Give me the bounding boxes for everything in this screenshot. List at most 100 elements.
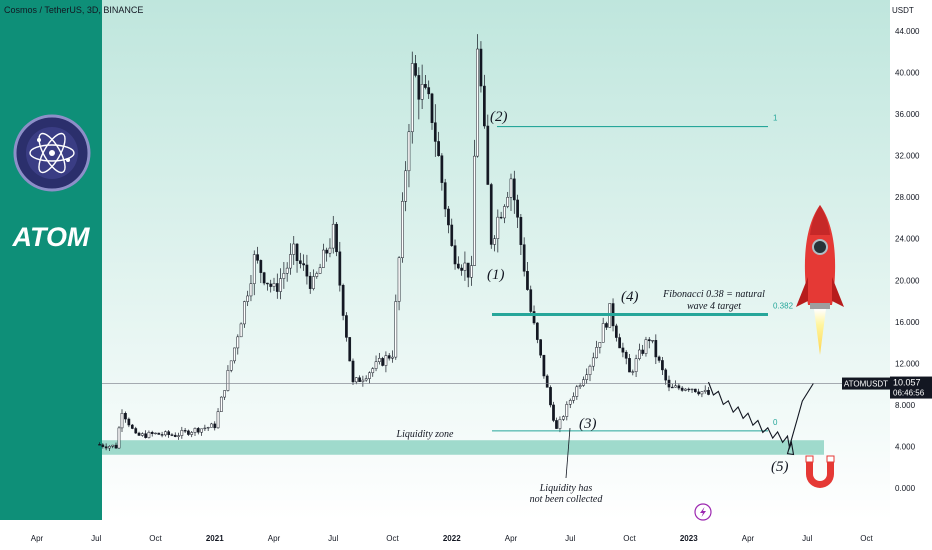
y-tick-label: 24.000 [895, 235, 920, 244]
candle-body [651, 340, 654, 342]
candle-body [216, 411, 220, 429]
candle-body [519, 217, 523, 245]
candle-body [456, 263, 460, 269]
candle-body [114, 444, 118, 449]
candle-body [453, 245, 457, 265]
candle-body [200, 428, 203, 433]
symbol-title: Cosmos / TetherUS, 3D, BINANCE [4, 5, 143, 15]
price-tag-value: 10.057 [893, 378, 921, 388]
candle-body [634, 358, 638, 372]
candle-body [338, 251, 342, 286]
candle-body [703, 389, 707, 392]
y-tick-label: 40.000 [895, 69, 920, 78]
candle-body [470, 265, 473, 278]
x-tick-label: Jul [802, 534, 812, 543]
candle-body [522, 244, 526, 272]
candle-body [140, 433, 144, 436]
plot-background [102, 0, 890, 520]
candle-body [147, 432, 151, 438]
candle-body [272, 283, 276, 287]
candle-body [549, 387, 552, 406]
candle-body [315, 273, 319, 277]
candle-body [605, 323, 608, 328]
price-tag-symbol: ATOMUSDT [844, 380, 888, 389]
candle-body [124, 413, 127, 420]
candle-body [295, 243, 299, 261]
candle-body [348, 337, 352, 362]
candle-body [246, 295, 250, 302]
fib-note-line2: wave 4 target [687, 301, 741, 312]
candle-body [427, 87, 431, 95]
candle-body [312, 276, 315, 289]
candle-body [697, 391, 700, 395]
cosmos-atom-icon [13, 114, 91, 192]
candle-body [164, 431, 167, 436]
candle-body [203, 427, 207, 430]
candle-body [595, 347, 598, 359]
candle-body [243, 301, 246, 325]
candle-body [266, 282, 269, 285]
candle-body [565, 404, 569, 417]
candle-body [414, 63, 417, 76]
candle-body [476, 48, 479, 157]
candle-body [401, 201, 404, 258]
candle-body [483, 85, 486, 127]
candle-body [101, 444, 105, 447]
candle-body [558, 419, 562, 429]
candle-body [506, 197, 510, 207]
candle-body [381, 358, 384, 366]
candle-body [167, 431, 171, 435]
x-tick-label: 2022 [443, 534, 461, 543]
lightning-icon[interactable] [694, 503, 712, 521]
magnet-icon [805, 455, 835, 488]
candle-body [404, 170, 408, 202]
candle-body [532, 311, 536, 324]
candle-body [249, 283, 253, 297]
candle-body [654, 340, 658, 358]
price-tag-countdown: 06:46:56 [893, 389, 925, 398]
candle-body [394, 301, 398, 358]
x-tick-label: Apr [742, 534, 755, 543]
candle-body [120, 413, 124, 429]
candle-body [335, 223, 338, 253]
x-tick-label: Jul [565, 534, 575, 543]
candle-body [183, 430, 187, 432]
candle-body [187, 430, 190, 435]
candle-body [233, 347, 236, 362]
candle-body [305, 264, 309, 277]
candle-body [368, 372, 371, 379]
candle-body [460, 267, 463, 271]
y-tick-label: 0.000 [895, 484, 916, 493]
candle-body [292, 243, 296, 255]
price-axis[interactable] [890, 0, 932, 550]
last-price-tag[interactable]: ATOMUSDT 10.057 06:46:56 [842, 376, 932, 399]
candle-body [479, 48, 483, 87]
candle-body [374, 361, 378, 369]
candle-body [285, 267, 289, 274]
candle-body [503, 206, 506, 219]
liquidity-note-line2: not been collected [530, 494, 604, 505]
candle-body [325, 249, 329, 254]
candle-body [117, 427, 121, 449]
candle-body [529, 289, 533, 312]
candle-body [229, 360, 233, 371]
candle-body [440, 155, 444, 183]
candle-body [535, 322, 539, 340]
candle-body [361, 379, 365, 382]
candle-body [358, 377, 361, 382]
candle-body [585, 374, 589, 380]
y-tick-label: 16.000 [895, 318, 920, 327]
candlestick-series [98, 34, 710, 451]
candle-body [391, 356, 394, 359]
liquidity-note-line1: Liquidity has [539, 483, 593, 494]
candle-body [318, 267, 322, 274]
candle-body [473, 155, 476, 266]
candle-body [377, 358, 381, 362]
currency-label: USDT [892, 6, 914, 15]
time-axis[interactable] [0, 520, 932, 550]
x-tick-label: Oct [623, 534, 636, 543]
candle-body [259, 260, 263, 273]
candle-body [496, 216, 500, 239]
candle-body [466, 262, 470, 278]
